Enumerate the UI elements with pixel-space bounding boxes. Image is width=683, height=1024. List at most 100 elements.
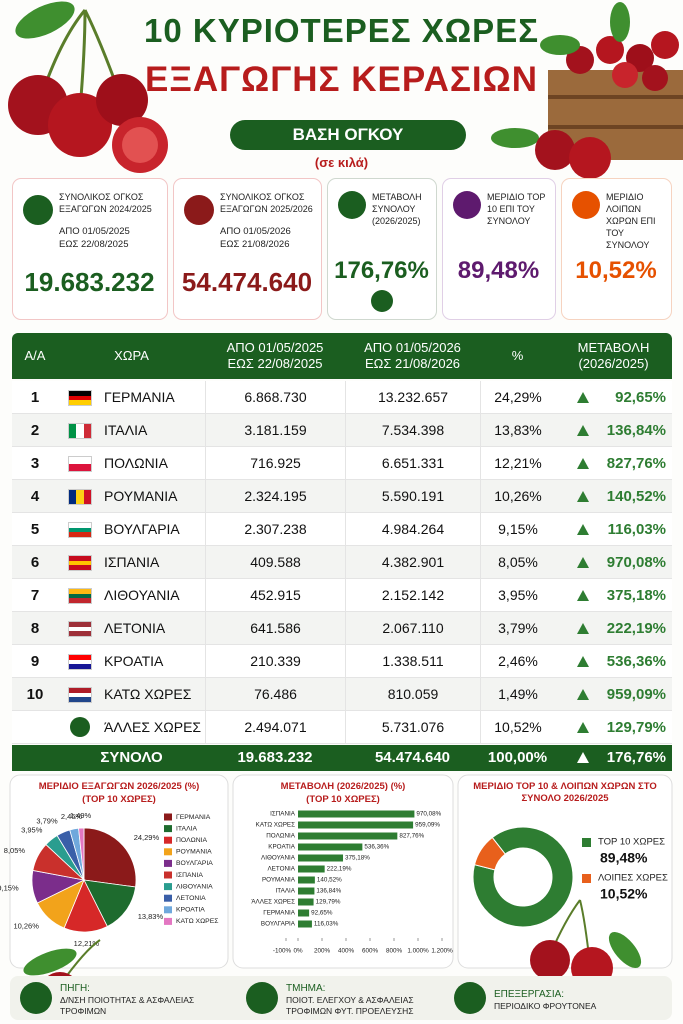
legend-value: 10,52% xyxy=(600,886,648,902)
cell: 4.382.901 xyxy=(345,546,480,579)
cell: 10,52% xyxy=(480,711,555,744)
legend-swatch xyxy=(164,883,172,891)
cell: 6.651.331 xyxy=(345,447,480,480)
cell: 716.925 xyxy=(205,447,345,480)
footer-text: ΠΕΡΙΟΔΙΚΟ ΦΡΟΥΤΟΝΕΑ xyxy=(494,1001,597,1011)
flag-stripe xyxy=(69,560,91,566)
x-tick-label: 1.200% xyxy=(431,948,453,955)
change: 959,09% xyxy=(606,686,666,703)
legend-label: ΚΑΤΩ ΧΩΡΕΣ xyxy=(176,918,218,925)
flag xyxy=(68,390,92,406)
flag-stripe xyxy=(76,490,84,504)
flag-stripe xyxy=(69,697,91,703)
bar-category: ΙΤΑΛΙΑ xyxy=(276,888,296,895)
bar-value-label: 222,19% xyxy=(327,866,352,873)
header-cell: Α/Α xyxy=(24,348,46,363)
rank: 5 xyxy=(30,521,40,538)
flag-stripe xyxy=(69,626,91,632)
cell: 2.494.071 xyxy=(205,711,345,744)
kpi-label: ΜΕΤΑΒΟΛΗ ΣΥΝΟΛΟΥ (2026/2025) xyxy=(372,192,422,226)
change: 536,36% xyxy=(606,653,666,670)
cell: 24,29% xyxy=(480,381,555,414)
up-arrow xyxy=(577,425,589,436)
kpi-value: 176,76% xyxy=(334,257,429,284)
table-row: 9 ΚΡΟΑΤΙΑ 210.339 1.338.511 2,46% 536,36% xyxy=(12,645,672,678)
x-tick-label: 1.000% xyxy=(407,948,429,955)
cell: 6.868.730 xyxy=(205,381,345,414)
legend-label: ΛΟΙΠΕΣ ΧΩΡΕΣ xyxy=(598,873,668,884)
bar-category: ΙΣΠΑΝΙΑ xyxy=(270,811,296,818)
x-tick-label: 600% xyxy=(362,948,379,955)
flag-stripe xyxy=(76,424,84,438)
bar xyxy=(298,898,314,906)
cell: 12,21% xyxy=(480,447,555,480)
flag-stripe xyxy=(69,556,91,561)
slice-label: 2,46% xyxy=(61,812,83,821)
footer-icon xyxy=(454,982,486,1014)
kpi-period: ΕΩΣ 22/08/2025 xyxy=(59,239,129,250)
cell: 10,26% xyxy=(480,480,555,513)
table-row: 7 ΛΙΘΟΥΑΝΙΑ 452.915 2.152.142 3,95% 375,18% xyxy=(12,579,672,612)
chart-subtitle: (TOP 10 ΧΩΡΕΣ) xyxy=(82,794,156,805)
total-cell: 54.474.640 xyxy=(374,749,451,766)
cell: 641.586 xyxy=(205,612,345,645)
change: 375,18% xyxy=(606,587,666,604)
cherries-left xyxy=(8,1,168,173)
up-arrow xyxy=(577,656,589,667)
legend-label: ΙΤΑΛΙΑ xyxy=(176,825,197,832)
flag-stripe xyxy=(69,688,91,693)
bar-value-label: 136,84% xyxy=(316,888,341,895)
total-cell: ΣΥΝΟΛΟ xyxy=(100,749,163,766)
up-arrow xyxy=(577,722,589,733)
cell: 3,79% xyxy=(480,612,555,645)
x-tick-label: 400% xyxy=(338,948,355,955)
cherries-crate xyxy=(491,2,683,179)
slice-label: 13,83% xyxy=(138,912,164,921)
rank: 10 xyxy=(26,686,44,703)
bar-value-label: 970,08% xyxy=(416,811,441,818)
cell: 2.324.195 xyxy=(205,480,345,513)
legend-label: ΙΣΠΑΝΙΑ xyxy=(176,872,203,879)
slice-label: 9,15% xyxy=(0,884,19,893)
country: ΚΑΤΩ ΧΩΡΕΣ xyxy=(104,686,192,702)
flag xyxy=(68,489,92,505)
country: ΙΤΑΛΙΑ xyxy=(104,422,148,438)
change: 116,03% xyxy=(607,521,666,538)
title-line-2: ΕΞΑΓΩΓΗΣ ΚΕΡΑΣΙΩΝ xyxy=(145,60,538,99)
country: ΒΟΥΛΓΑΡΙΑ xyxy=(104,521,180,537)
bar xyxy=(298,854,344,862)
flag xyxy=(68,621,92,637)
legend-label: ΠΟΛΩΝΙΑ xyxy=(176,837,207,844)
flag-stripe xyxy=(69,424,77,438)
donut-slice xyxy=(473,836,506,871)
legend-swatch xyxy=(164,859,172,867)
kpi-value: 19.683.232 xyxy=(24,267,155,297)
cell: 4.984.264 xyxy=(345,513,480,546)
bar-value-label: 375,18% xyxy=(345,855,370,862)
legend-swatch xyxy=(582,838,591,847)
change: 222,19% xyxy=(606,620,666,637)
up-icon xyxy=(371,290,393,312)
charts: 24,29%13,83%12,21%10,26%9,15%8,05%3,95%3… xyxy=(0,774,673,969)
bar xyxy=(298,843,363,851)
slice-label: 24,29% xyxy=(134,833,160,842)
flag-stripe xyxy=(69,395,91,401)
change: 136,84% xyxy=(606,422,666,439)
up-arrow xyxy=(577,623,589,634)
bar-value-label: 959,09% xyxy=(415,822,440,829)
legend-label: ΒΟΥΛΓΑΡΙΑ xyxy=(176,860,213,867)
legend-value: 89,48% xyxy=(600,850,648,866)
kpi-icon xyxy=(453,191,481,219)
kpi-value: 10,52% xyxy=(575,257,657,284)
bar-value-label: 827,76% xyxy=(399,833,424,840)
slice-label: 10,26% xyxy=(13,922,39,931)
flag xyxy=(68,687,92,703)
flag-stripe xyxy=(69,664,91,670)
cell: 3,95% xyxy=(480,579,555,612)
cell: 452.915 xyxy=(205,579,345,612)
bar xyxy=(298,821,414,829)
flag-stripe xyxy=(69,523,91,528)
legend-swatch xyxy=(164,836,172,844)
rank: 9 xyxy=(30,653,40,670)
